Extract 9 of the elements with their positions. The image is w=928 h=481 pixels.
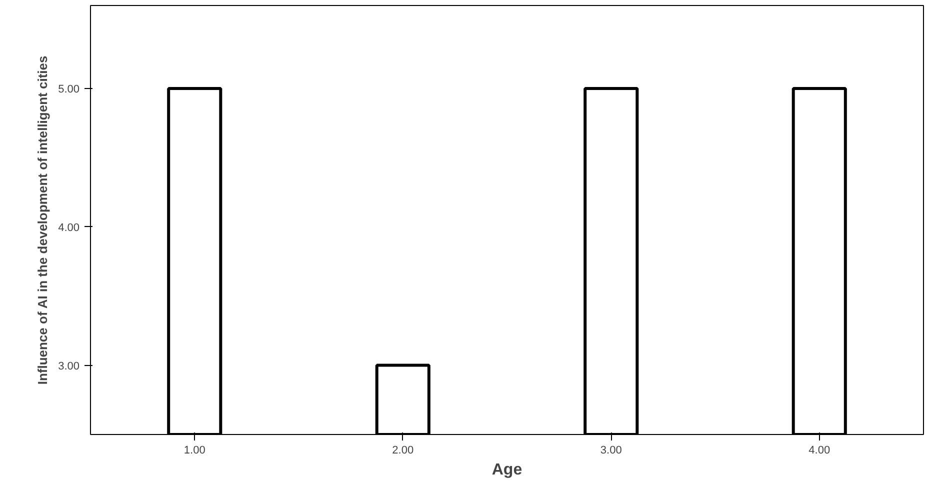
- x-tick-label: 1.00: [184, 444, 206, 456]
- x-tick-label: 4.00: [808, 444, 830, 456]
- y-tick-label: 5.00: [58, 84, 80, 96]
- y-tick-label: 4.00: [58, 222, 80, 234]
- x-tick-label: 2.00: [392, 444, 414, 456]
- y-axis-title: Influence of AI in the development of intelligent cities: [35, 56, 50, 385]
- x-axis-title: Age: [492, 462, 522, 478]
- x-tick-label: 3.00: [600, 444, 622, 456]
- y-tick-label: 3.00: [58, 360, 80, 372]
